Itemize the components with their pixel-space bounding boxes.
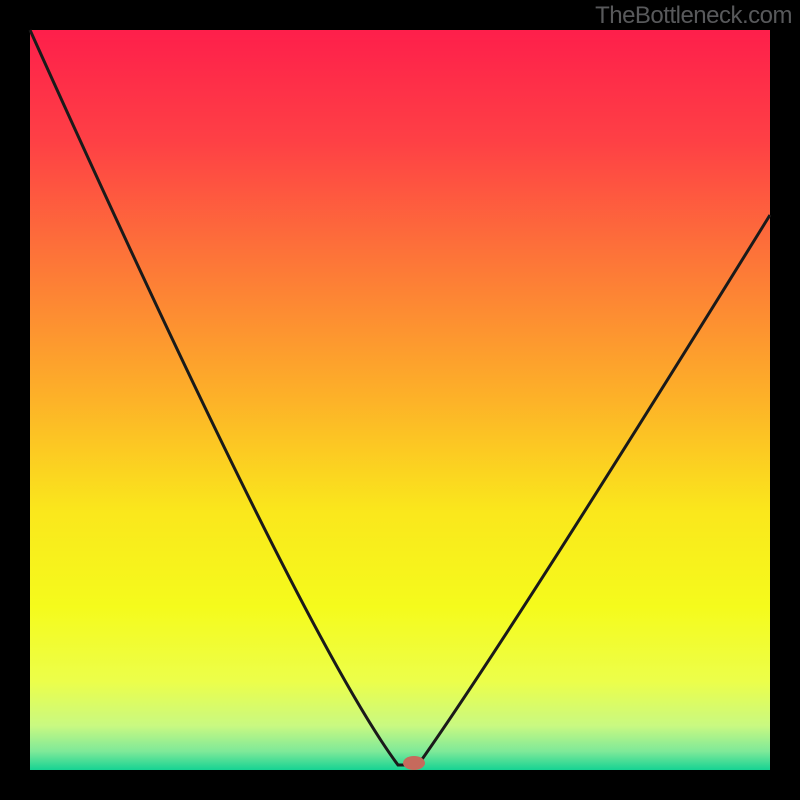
- chart-container: TheBottleneck.com: [0, 0, 800, 800]
- plot-background: [30, 30, 770, 770]
- bottleneck-chart: [0, 0, 800, 800]
- optimal-point-marker: [403, 756, 425, 770]
- attribution-text: TheBottleneck.com: [595, 2, 792, 30]
